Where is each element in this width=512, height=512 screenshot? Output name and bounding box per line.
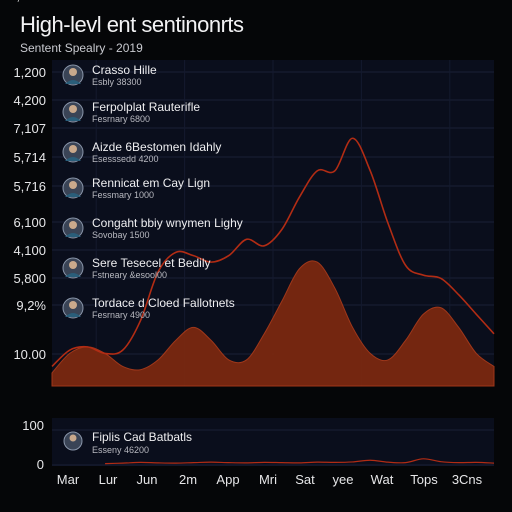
avatar-body (65, 313, 81, 317)
annotation-label: Aizde 6Bestomen Idahly (92, 140, 221, 154)
avatar-body (65, 233, 81, 237)
y-tick-label: 10,10% (2, 0, 47, 3)
x-tick-label: Mri (259, 472, 277, 487)
annotation-sublabel: Fesrnary 6800 (92, 114, 150, 124)
bottom-line-series (105, 458, 495, 465)
avatar-face (69, 221, 77, 229)
x-tick-label: yee (333, 472, 354, 487)
y-tick-label: 4,100 (13, 243, 46, 258)
avatar-body (65, 193, 81, 197)
avatar-face (69, 434, 77, 442)
bottom-y-tick-label: 100 (22, 418, 44, 433)
annotation-label: Tordace d Cloed Fallotnets (92, 296, 235, 310)
annotation-sublabel: Fesrnary 4900 (92, 310, 150, 320)
y-tick-label: 5,800 (13, 271, 46, 286)
line-series-1 (51, 137, 495, 368)
bottom-annotation-label: Fiplis Cad Batbatls (92, 430, 192, 444)
annotation-label: Congaht bbiy wnymen Lighy (92, 216, 243, 230)
x-tick-label: Mar (57, 472, 80, 487)
avatar-face (69, 301, 77, 309)
avatar-face (69, 261, 77, 269)
chart-title: High-levl ent sentinonrts (20, 12, 244, 37)
x-tick-label: Wat (371, 472, 394, 487)
annotation-label: Ferpolplat Rauterifle (92, 100, 200, 114)
chart-subtitle: Sentent Spealry - 2019 (20, 41, 143, 55)
y-tick-label: 10.00 (13, 347, 46, 362)
avatar-face (69, 181, 77, 189)
x-tick-label: 3Cns (452, 472, 483, 487)
x-tick-label: 2m (179, 472, 197, 487)
y-tick-label: 5,714 (13, 150, 46, 165)
annotation-label: Rennicat em Cay Lign (92, 176, 210, 190)
annotation-label: Crasso Hille (92, 63, 157, 77)
annotation-sublabel: Sovobay 1500 (92, 230, 150, 240)
y-tick-label: 9,2% (16, 298, 46, 313)
avatar-face (69, 145, 77, 153)
x-tick-label: Sat (295, 472, 315, 487)
x-tick-label: Tops (410, 472, 438, 487)
x-tick-label: Lur (99, 472, 118, 487)
bottom-plot-area (52, 418, 494, 466)
avatar-body (65, 80, 81, 84)
area-series-0 (51, 260, 495, 387)
avatar-face (69, 105, 77, 113)
annotation-sublabel: Fstneary &esool00 (92, 270, 167, 280)
avatar-body (65, 117, 81, 121)
y-tick-label: 4,200 (13, 93, 46, 108)
annotation-sublabel: Esesssedd 4200 (92, 154, 159, 164)
x-tick-label: Jun (137, 472, 158, 487)
x-tick-label: App (216, 472, 239, 487)
y-tick-label: 6,100 (13, 215, 46, 230)
annotation-sublabel: Esbly 38300 (92, 77, 142, 87)
annotation-label: Sere Tesecel et Bedily (92, 256, 211, 270)
avatar-body (65, 157, 81, 161)
bottom-y-tick-label: 0 (37, 457, 44, 472)
y-tick-label: 7,107 (13, 121, 46, 136)
bottom-annotation-sublabel: Esseny 46200 (92, 445, 149, 455)
avatar-body (65, 273, 81, 277)
avatar-face (69, 68, 77, 76)
y-tick-label: 1,200 (13, 65, 46, 80)
annotation-sublabel: Fessmary 1000 (92, 190, 154, 200)
y-tick-label: 5,716 (13, 179, 46, 194)
